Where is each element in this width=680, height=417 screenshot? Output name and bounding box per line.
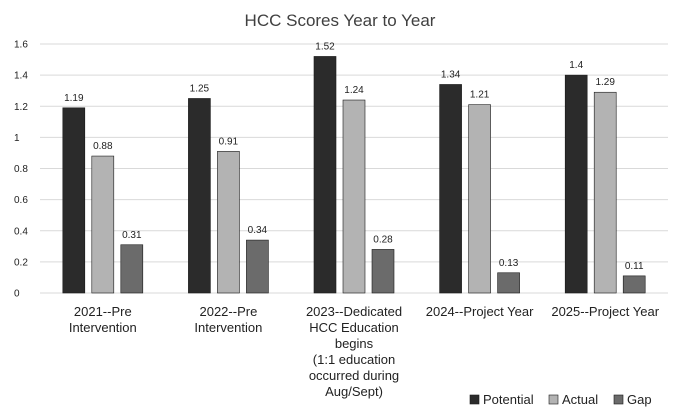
x-tick-label: 2024--Project Year [426, 304, 534, 319]
x-tick-label: Intervention [194, 320, 262, 335]
x-tick-label: occurred during [309, 368, 399, 383]
legend-swatch-potential [469, 394, 480, 405]
x-tick-label: 2025--Project Year [551, 304, 659, 319]
data-label: 0.91 [219, 136, 239, 147]
y-tick-label: 1.2 [14, 102, 28, 113]
data-label: 1.24 [344, 85, 364, 96]
bar-potential [313, 56, 337, 294]
bar-gap [120, 244, 144, 294]
data-label: 0.13 [499, 258, 519, 269]
data-label: 0.31 [122, 230, 142, 241]
x-tick-label: 2022--Pre [199, 304, 257, 319]
y-tick-label: 1 [14, 133, 20, 144]
data-label: 1.21 [470, 90, 490, 101]
bar-potential [564, 74, 588, 294]
x-tick-label: HCC Education [309, 320, 399, 335]
x-axis: 2021--PreIntervention2022--PreInterventi… [69, 304, 660, 399]
bar-potential [439, 84, 462, 294]
y-tick-label: 1.4 [14, 71, 28, 82]
x-tick-label: Intervention [69, 320, 137, 335]
data-labels: 1.19 0.88 0.31 1.25 0.91 0.34 1.52 1.24 0.28 1.34… [64, 41, 644, 271]
data-label: 1.34 [441, 69, 461, 80]
data-label: 1.4 [569, 60, 583, 71]
data-label: 0.28 [373, 234, 393, 245]
legend-label: Potential [483, 392, 534, 407]
y-axis: 0 0.2 0.4 0.6 0.8 1 1.2 1.4 1.6 [14, 40, 28, 300]
bar-actual [91, 155, 115, 294]
y-tick-label: 0.4 [14, 226, 28, 237]
x-tick-label: Aug/Sept) [325, 384, 383, 399]
data-label: 0.34 [248, 225, 268, 236]
bar-actual [468, 104, 491, 294]
bar-actual [217, 151, 240, 294]
bar-gap [497, 272, 520, 294]
y-tick-label: 0 [14, 289, 20, 300]
legend-label: Actual [562, 392, 598, 407]
data-label: 1.19 [64, 93, 84, 104]
data-label: 0.11 [625, 261, 644, 272]
y-tick-label: 0.6 [14, 195, 28, 206]
legend-label: Gap [627, 392, 652, 407]
bar-actual [342, 99, 366, 294]
data-label: 1.25 [190, 83, 210, 94]
chart-title: HCC Scores Year to Year [245, 11, 436, 30]
legend-swatch-actual [548, 394, 559, 405]
data-label: 1.52 [315, 41, 335, 52]
y-tick-label: 1.6 [14, 40, 28, 51]
y-tick-label: 0.2 [14, 257, 28, 268]
bar-gap [622, 275, 646, 294]
x-tick-label: 2023--Dedicated [306, 304, 402, 319]
bar-actual [593, 91, 617, 294]
x-tick-label: 2021--Pre [74, 304, 132, 319]
bar-gap [371, 249, 395, 294]
x-tick-label: begins [335, 336, 374, 351]
legend-swatch-gap [613, 394, 624, 405]
bars [62, 56, 646, 294]
data-label: 0.88 [93, 141, 113, 152]
x-tick-label: (1:1 education [313, 352, 395, 367]
bar-potential [188, 98, 211, 294]
legend: Potential Actual Gap [469, 392, 652, 407]
bar-gap [246, 239, 269, 294]
bar-potential [62, 107, 86, 294]
y-tick-label: 0.8 [14, 164, 28, 175]
data-label: 1.29 [595, 77, 615, 88]
